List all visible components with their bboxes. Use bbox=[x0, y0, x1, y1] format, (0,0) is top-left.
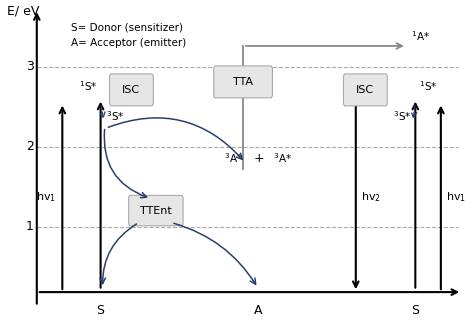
Text: 3: 3 bbox=[26, 60, 34, 73]
Text: $^3$S*: $^3$S* bbox=[393, 110, 412, 123]
Text: hv$_2$: hv$_2$ bbox=[361, 191, 381, 204]
Text: TTEnt: TTEnt bbox=[140, 205, 172, 216]
Text: S= Donor (sensitizer)
A= Acceptor (emitter): S= Donor (sensitizer) A= Acceptor (emitt… bbox=[71, 23, 186, 48]
Text: 2: 2 bbox=[26, 140, 34, 153]
FancyBboxPatch shape bbox=[344, 74, 387, 106]
Text: hv$_1$: hv$_1$ bbox=[36, 191, 56, 204]
Text: $^1$S*: $^1$S* bbox=[79, 79, 97, 93]
Text: hv$_1$: hv$_1$ bbox=[446, 191, 466, 204]
Text: A: A bbox=[254, 304, 262, 317]
FancyBboxPatch shape bbox=[109, 74, 153, 106]
Text: $^3$A*: $^3$A* bbox=[224, 151, 243, 165]
FancyBboxPatch shape bbox=[214, 66, 273, 98]
FancyBboxPatch shape bbox=[128, 195, 183, 226]
Text: $^3$A*: $^3$A* bbox=[273, 151, 292, 165]
Text: $^3$S*: $^3$S* bbox=[106, 110, 124, 123]
Text: $^1$S*: $^1$S* bbox=[419, 79, 437, 93]
Text: $^1$A*: $^1$A* bbox=[411, 29, 430, 43]
Text: 1: 1 bbox=[26, 220, 34, 233]
Text: S: S bbox=[97, 304, 105, 317]
Text: S: S bbox=[411, 304, 419, 317]
Text: ISC: ISC bbox=[356, 85, 374, 95]
Text: E/ eV: E/ eV bbox=[7, 5, 39, 17]
Text: +: + bbox=[254, 152, 264, 165]
Text: TTA: TTA bbox=[233, 77, 253, 87]
Text: ISC: ISC bbox=[122, 85, 140, 95]
